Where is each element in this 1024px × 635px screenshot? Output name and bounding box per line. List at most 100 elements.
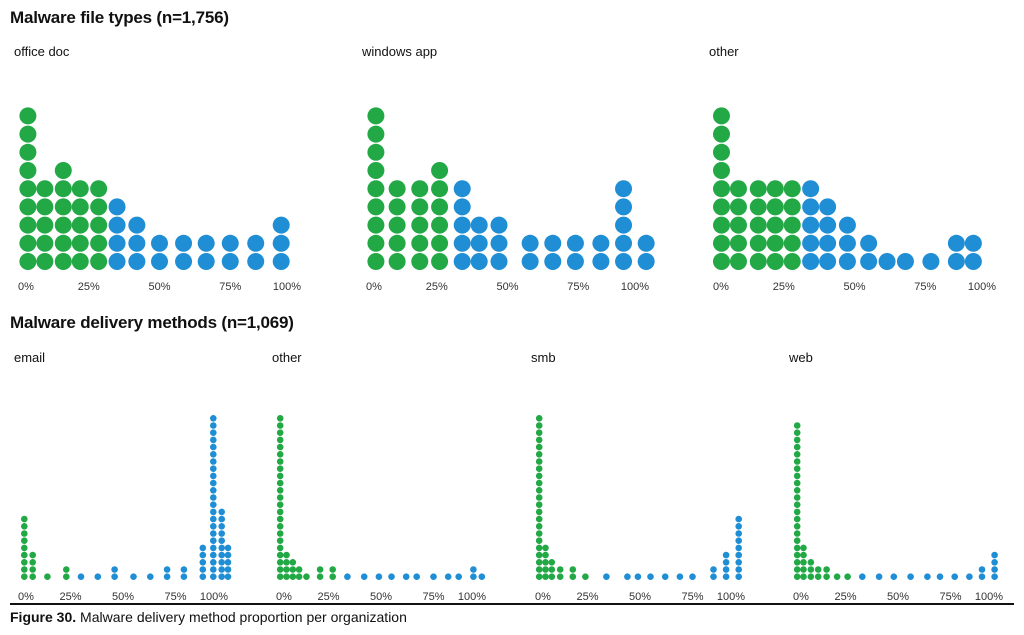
dot xyxy=(676,573,684,580)
dot xyxy=(71,180,89,198)
dot xyxy=(388,198,406,216)
dot xyxy=(175,234,193,252)
dot xyxy=(276,436,284,444)
dot xyxy=(859,573,866,580)
dot xyxy=(793,422,801,429)
dot xyxy=(875,573,883,580)
dot xyxy=(729,253,747,270)
chart-panel-1-3: web 0% 25% 50% 75% 100% xyxy=(785,350,1017,606)
dot xyxy=(21,544,28,552)
dot xyxy=(21,530,28,537)
dot xyxy=(712,234,730,252)
dot xyxy=(199,551,207,559)
dot xyxy=(272,216,290,234)
dot xyxy=(535,443,543,451)
figure-caption-text: Malware delivery method proportion per o… xyxy=(80,609,407,625)
dot xyxy=(199,559,207,566)
dot xyxy=(735,566,742,573)
dot xyxy=(896,253,914,270)
dot xyxy=(210,573,217,580)
panel-title: office doc xyxy=(14,44,70,59)
dot xyxy=(175,253,193,270)
dot xyxy=(535,494,543,501)
dot xyxy=(411,216,429,234)
dot xyxy=(431,216,449,234)
dot xyxy=(276,443,284,451)
dot xyxy=(783,180,801,198)
dot xyxy=(722,551,730,559)
dot xyxy=(966,573,973,580)
dot xyxy=(556,573,564,580)
dot xyxy=(766,216,784,234)
dot xyxy=(199,544,207,552)
dot xyxy=(991,551,998,559)
dot xyxy=(19,143,37,161)
dot xyxy=(535,458,543,465)
dot xyxy=(793,508,801,516)
dot xyxy=(210,537,217,544)
dot xyxy=(413,573,420,580)
dot-histogram: 0% 25% 50% 75% 100% xyxy=(366,107,655,293)
dot xyxy=(276,530,284,537)
dot xyxy=(36,234,54,252)
dot xyxy=(276,429,284,436)
dot xyxy=(535,573,543,580)
dot xyxy=(210,465,217,472)
dot xyxy=(544,234,562,252)
dot xyxy=(276,523,284,530)
dot xyxy=(860,234,878,252)
dot xyxy=(180,573,188,580)
dot xyxy=(800,551,807,559)
dot xyxy=(793,523,801,530)
x-tick-label: 100% xyxy=(273,281,301,293)
dot xyxy=(535,508,543,516)
dot xyxy=(218,559,225,566)
dot xyxy=(276,479,284,487)
dot xyxy=(793,451,801,458)
dot xyxy=(710,566,717,573)
dot xyxy=(749,216,767,234)
dot xyxy=(603,573,610,580)
dot xyxy=(615,234,633,252)
dot xyxy=(272,253,290,270)
dot xyxy=(819,253,837,270)
dot xyxy=(793,501,801,508)
dot xyxy=(542,573,549,580)
dot xyxy=(470,234,488,252)
dot xyxy=(802,198,820,216)
panel-title: other xyxy=(272,350,302,365)
chart-section-title-delivery-methods: Malware delivery methods (n=1,069) xyxy=(10,313,294,332)
dot xyxy=(147,573,154,580)
dot xyxy=(210,551,217,559)
dot xyxy=(766,198,784,216)
dot xyxy=(90,234,108,252)
dot xyxy=(793,458,801,465)
dot xyxy=(276,487,284,494)
dot xyxy=(19,253,37,270)
dot xyxy=(276,544,284,552)
dot xyxy=(54,180,72,198)
dot xyxy=(94,573,102,580)
dot xyxy=(712,143,730,161)
dot xyxy=(453,234,471,252)
x-tick-label: 75% xyxy=(422,591,444,603)
x-tick-label: 50% xyxy=(887,591,909,603)
chart-panel-1-2: smb 0% 25% 50% 75% 100% xyxy=(527,350,759,606)
dot xyxy=(402,573,410,580)
dot xyxy=(749,198,767,216)
dot xyxy=(722,559,730,566)
x-tick-label: 75% xyxy=(681,591,703,603)
dot xyxy=(712,198,730,216)
dot xyxy=(802,216,820,234)
dot xyxy=(624,573,631,580)
dot xyxy=(807,573,815,580)
x-tick-label: 0% xyxy=(713,281,729,293)
dot xyxy=(556,566,564,573)
x-tick-label: 25% xyxy=(426,281,448,293)
figure-caption: Figure 30. Malware delivery method propo… xyxy=(10,609,407,625)
dot xyxy=(800,544,807,552)
dot xyxy=(793,573,801,580)
dot xyxy=(722,566,730,573)
x-tick-label: 75% xyxy=(219,281,241,293)
dot xyxy=(470,253,488,270)
